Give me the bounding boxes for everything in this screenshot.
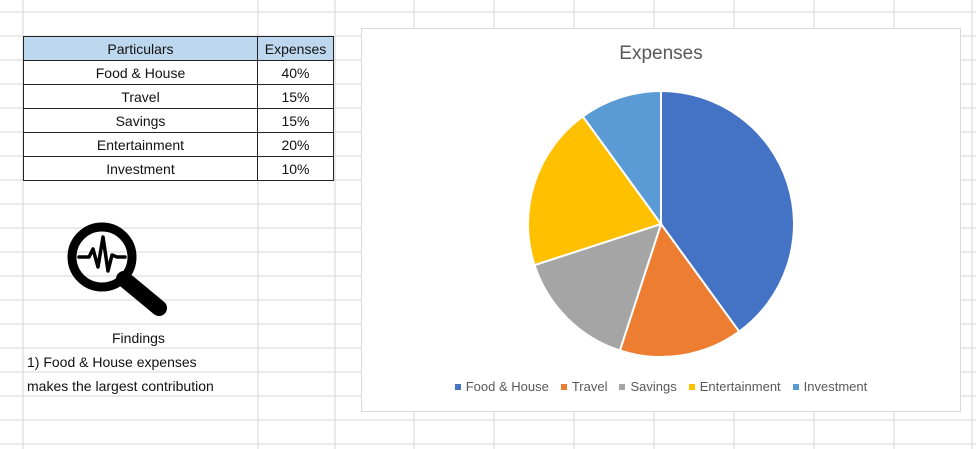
- legend-label: Investment: [803, 379, 868, 394]
- legend-item[interactable]: Food & House: [454, 379, 549, 394]
- legend-swatch: [560, 383, 567, 390]
- legend-item[interactable]: Investment: [792, 379, 868, 394]
- pie-slice-food-house[interactable]: [660, 89, 795, 333]
- table-cell-particular[interactable]: Entertainment: [23, 132, 258, 157]
- pie-slice-travel[interactable]: [618, 221, 741, 358]
- table-row: Investment 10%: [23, 156, 334, 181]
- findings-line-1[interactable]: 1) Food & House expenses: [27, 354, 197, 370]
- table-row: Savings 15%: [23, 108, 334, 133]
- legend-swatch: [688, 383, 695, 390]
- table-cell-expense[interactable]: 20%: [257, 132, 334, 157]
- chart-title[interactable]: Expenses: [619, 43, 703, 64]
- table-row: Travel 15%: [23, 84, 334, 109]
- table-cell-expense[interactable]: 15%: [257, 84, 334, 109]
- chart-legend[interactable]: Food & House Travel Savings Entertainment In…: [362, 379, 960, 394]
- table-cell-particular[interactable]: Savings: [23, 108, 258, 133]
- table-row: Food & House 40%: [23, 60, 334, 85]
- legend-item[interactable]: Travel: [560, 379, 608, 394]
- legend-swatch: [792, 383, 799, 390]
- legend-swatch: [454, 383, 461, 390]
- findings-line-2[interactable]: makes the largest contribution: [27, 378, 214, 394]
- legend-item[interactable]: Savings: [619, 379, 677, 394]
- legend-label: Travel: [571, 379, 608, 394]
- table-header-row: Particulars Expenses: [23, 36, 334, 61]
- expenses-table: Particulars Expenses Food & House 40% Tr…: [23, 36, 334, 181]
- table-row: Entertainment 20%: [23, 132, 334, 157]
- pie-slice-entertainment[interactable]: [527, 115, 663, 267]
- legend-item[interactable]: Entertainment: [688, 379, 781, 394]
- table-cell-expense[interactable]: 15%: [257, 108, 334, 133]
- legend-label: Entertainment: [699, 379, 781, 394]
- table-cell-particular[interactable]: Investment: [23, 156, 258, 181]
- pie-chart[interactable]: Expenses Food & House Travel Savings Entert…: [361, 28, 961, 412]
- header-expenses[interactable]: Expenses: [257, 36, 334, 61]
- legend-label: Food & House: [465, 379, 549, 394]
- table-cell-particular[interactable]: Food & House: [23, 60, 258, 85]
- legend-swatch: [619, 383, 626, 390]
- table-cell-expense[interactable]: 40%: [257, 60, 334, 85]
- pie-slice-investment[interactable]: [581, 89, 662, 228]
- header-particulars[interactable]: Particulars: [23, 36, 258, 61]
- legend-label: Savings: [630, 379, 677, 394]
- pie-plot-area[interactable]: [362, 29, 962, 413]
- magnifier-heartbeat-icon[interactable]: [64, 219, 170, 319]
- table-cell-expense[interactable]: 10%: [257, 156, 334, 181]
- findings-title[interactable]: Findings: [112, 330, 165, 346]
- table-cell-particular[interactable]: Travel: [23, 84, 258, 109]
